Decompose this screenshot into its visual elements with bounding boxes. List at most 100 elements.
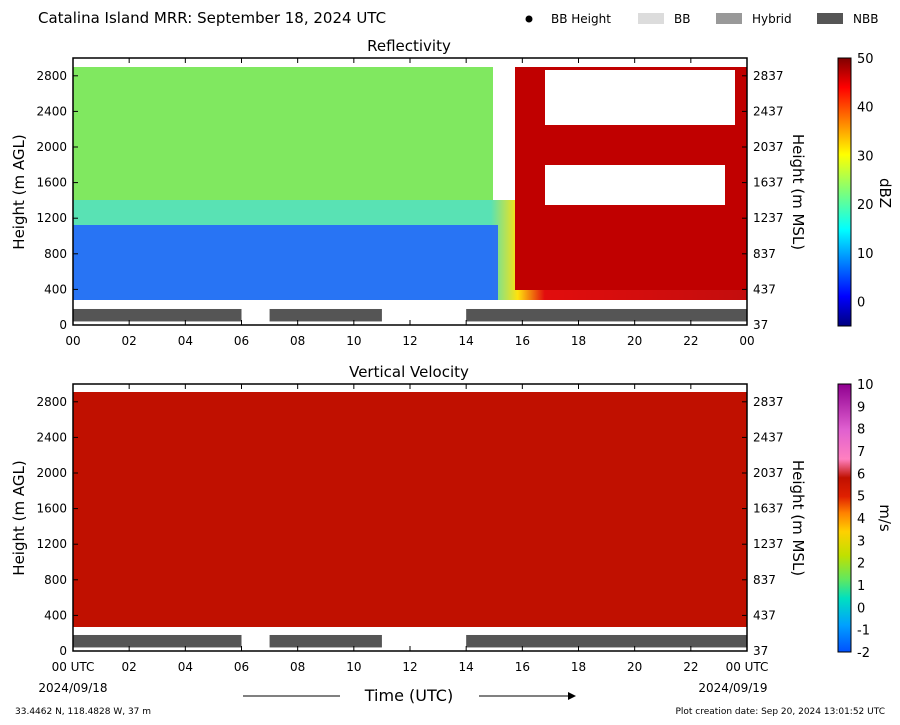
y-tick-label-right: 437 [753, 608, 776, 622]
legend-label: BB Height [551, 12, 611, 26]
y-tick-label-left: 800 [44, 247, 67, 261]
y-tick-label-left: 2000 [36, 140, 67, 154]
figure-title: Catalina Island MRR: September 18, 2024 … [38, 9, 386, 27]
y-tick-label-left: 2400 [36, 430, 67, 444]
date-left: 2024/09/18 [38, 681, 107, 695]
y-tick-label-left: 400 [44, 282, 67, 296]
colorbar-tick-label: 50 [857, 52, 874, 67]
reflectivity-echo-gap-middle [545, 165, 725, 205]
y-tick-label-right: 837 [753, 247, 776, 261]
x-tick-label: 18 [571, 334, 586, 348]
y-tick-label-left: 2000 [36, 466, 67, 480]
y-tick-label-right: 1237 [753, 537, 784, 551]
y-tick-label-right: 2037 [753, 466, 784, 480]
velocity-ylabel-right: Height (m MSL) [789, 460, 807, 576]
colorbar-tick-label: 20 [857, 198, 874, 213]
x-tick-label: 16 [515, 334, 530, 348]
x-tick-label: 00 [65, 334, 80, 348]
x-tick-label: 16 [515, 660, 530, 674]
x-tick-label: 08 [290, 660, 305, 674]
reflectivity-colorbar-label: dBZ [876, 178, 894, 208]
y-tick-label-left: 0 [59, 644, 67, 658]
x-tick-label: 18 [571, 660, 586, 674]
x-tick-label: 00 [739, 334, 754, 348]
colorbar-tick-label: 40 [857, 101, 874, 116]
y-tick-label-right: 2437 [753, 430, 784, 444]
y-tick-label-left: 800 [44, 573, 67, 587]
y-tick-label-left: 1600 [36, 502, 67, 516]
y-tick-label-left: 2800 [36, 69, 67, 83]
colorbar-tick-label: 6 [857, 467, 865, 482]
reflectivity-ylabel-right: Height (m MSL) [789, 134, 807, 250]
x-tick-label: 20 [627, 334, 642, 348]
colorbar-tick-label: 4 [857, 512, 865, 527]
legend-bb-height-dot [525, 15, 533, 23]
y-tick-label-right: 1637 [753, 176, 784, 190]
legend-swatch [638, 13, 664, 24]
x-tick-label: 12 [402, 660, 417, 674]
legend: BB Height BB Hybrid NBB [525, 12, 878, 26]
y-tick-label-right: 1237 [753, 211, 784, 225]
x-tick-label: 04 [178, 334, 193, 348]
y-tick-label-left: 0 [59, 318, 67, 332]
colorbar-tick-label: -2 [857, 646, 870, 661]
y-tick-label-right: 37 [753, 644, 768, 658]
reflectivity-colorbar [837, 57, 852, 327]
colorbar-tick-label: 0 [857, 601, 865, 616]
x-tick-label: 22 [683, 334, 698, 348]
y-tick-label-left: 400 [44, 608, 67, 622]
panel-title-velocity: Vertical Velocity [349, 363, 469, 381]
x-tick-label: 06 [234, 334, 249, 348]
colorbar-tick-label: 1 [857, 579, 865, 594]
y-tick-label-right: 437 [753, 282, 776, 296]
y-tick-label-right: 2037 [753, 140, 784, 154]
footer-creation-date: Plot creation date: Sep 20, 2024 13:01:5… [675, 707, 885, 717]
x-tick-label: 02 [122, 660, 137, 674]
colorbar-tick-label: 2 [857, 557, 865, 572]
reflectivity-ylabel-left: Height (m AGL) [10, 134, 28, 249]
x-axis-label: Time (UTC) [364, 686, 453, 705]
x-tick-label: 04 [178, 660, 193, 674]
x-tick-label: 12 [402, 334, 417, 348]
arrow-head-icon [568, 692, 576, 700]
y-tick-label-right: 2837 [753, 395, 784, 409]
x-tick-label: 00 UTC [52, 660, 95, 674]
x-tick-label: 08 [290, 334, 305, 348]
reflectivity-panel [73, 60, 747, 325]
colorbar-tick-label: 0 [857, 296, 865, 311]
y-tick-label-right: 2437 [753, 104, 784, 118]
y-tick-label-right: 37 [753, 318, 768, 332]
y-tick-label-left: 2400 [36, 104, 67, 118]
nbb-segment [466, 308, 747, 322]
nbb-segment [269, 308, 382, 322]
colorbar-tick-label: 3 [857, 534, 865, 549]
colorbar-tick-label: 30 [857, 149, 874, 164]
footer-location: 33.4462 N, 118.4828 W, 37 m [15, 707, 151, 717]
legend-label: NBB [853, 12, 878, 26]
velocity-heatmap [73, 392, 747, 627]
y-tick-label-right: 2837 [753, 69, 784, 83]
x-tick-label: 10 [346, 660, 361, 674]
colorbar-tick-label: 8 [857, 423, 865, 438]
x-tick-label: 22 [683, 660, 698, 674]
y-tick-label-right: 837 [753, 573, 776, 587]
velocity-colorbar-label: m/s [876, 504, 894, 532]
y-tick-label-left: 2800 [36, 395, 67, 409]
nbb-segment [73, 634, 242, 648]
reflectivity-upper-layer [73, 67, 493, 200]
reflectivity-storm-core [515, 200, 747, 290]
colorbar-tick-label: 10 [857, 378, 874, 393]
velocity-panel [73, 392, 747, 627]
nbb-segment [269, 634, 382, 648]
x-tick-label: 06 [234, 660, 249, 674]
x-tick-label: 14 [459, 334, 474, 348]
legend-swatch [817, 13, 843, 24]
colorbar-tick-label: 9 [857, 400, 865, 415]
y-tick-label-left: 1600 [36, 176, 67, 190]
velocity-colorbar [837, 383, 852, 653]
x-tick-label: 02 [122, 334, 137, 348]
nbb-segment [73, 308, 242, 322]
reflectivity-echo-gap-upper [545, 70, 735, 125]
reflectivity-low-dbz-band [73, 225, 498, 300]
